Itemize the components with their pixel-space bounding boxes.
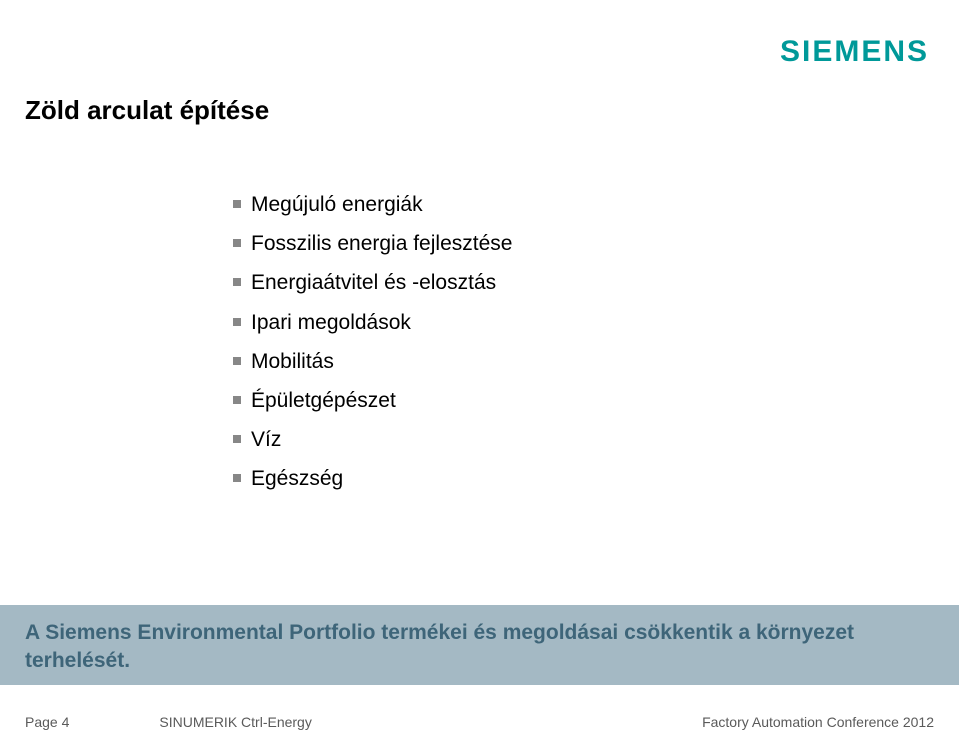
- bullet-icon: [233, 474, 241, 482]
- bullet-icon: [233, 278, 241, 286]
- bullet-list: Megújuló energiák Fosszilis energia fejl…: [233, 192, 512, 506]
- bullet-icon: [233, 200, 241, 208]
- bullet-label: Energiaátvitel és -elosztás: [251, 270, 496, 295]
- footer-right: Factory Automation Conference 2012: [702, 714, 934, 730]
- siemens-logo: SIEMENS: [780, 35, 929, 69]
- footer-center: SINUMERIK Ctrl-Energy: [69, 714, 702, 730]
- title-box: Zöld arculat építése: [0, 0, 329, 155]
- slide-title: Zöld arculat építése: [25, 95, 269, 126]
- bullet-label: Fosszilis energia fejlesztése: [251, 231, 512, 256]
- list-item: Megújuló energiák: [233, 192, 512, 217]
- bullet-label: Víz: [251, 427, 281, 452]
- summary-band: A Siemens Environmental Portfolio termék…: [0, 605, 959, 685]
- list-item: Víz: [233, 427, 512, 452]
- page-number: Page 4: [25, 714, 69, 730]
- bullet-icon: [233, 357, 241, 365]
- bullet-icon: [233, 318, 241, 326]
- footer: Page 4 SINUMERIK Ctrl-Energy Factory Aut…: [0, 705, 959, 739]
- list-item: Mobilitás: [233, 349, 512, 374]
- bullet-icon: [233, 435, 241, 443]
- bullet-label: Egészség: [251, 466, 343, 491]
- bullet-label: Megújuló energiák: [251, 192, 423, 217]
- list-item: Egészség: [233, 466, 512, 491]
- bullet-label: Mobilitás: [251, 349, 334, 374]
- summary-text: A Siemens Environmental Portfolio termék…: [25, 619, 934, 676]
- list-item: Energiaátvitel és -elosztás: [233, 270, 512, 295]
- slide: Zöld arculat építése SIEMENS Megújuló en…: [0, 0, 959, 739]
- list-item: Fosszilis energia fejlesztése: [233, 231, 512, 256]
- bullet-label: Ipari megoldások: [251, 310, 411, 335]
- list-item: Épületgépészet: [233, 388, 512, 413]
- list-item: Ipari megoldások: [233, 310, 512, 335]
- bullet-label: Épületgépészet: [251, 388, 396, 413]
- bullet-icon: [233, 396, 241, 404]
- bullet-icon: [233, 239, 241, 247]
